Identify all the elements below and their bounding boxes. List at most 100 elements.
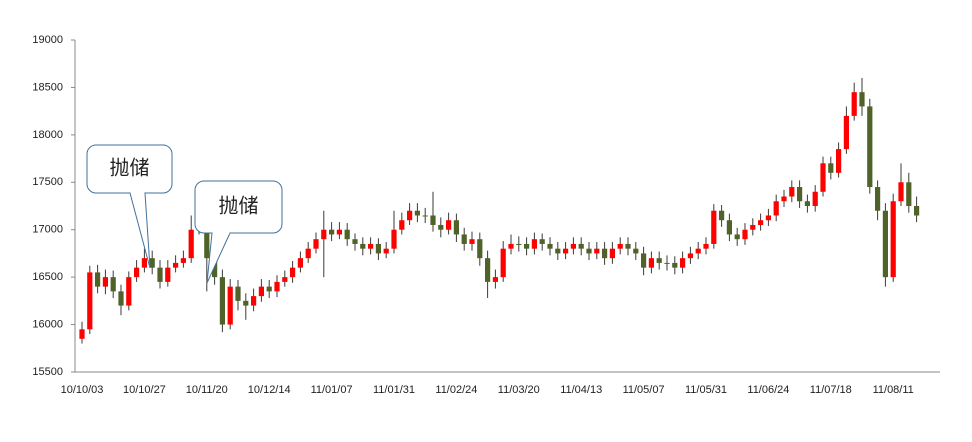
candle-body	[804, 201, 810, 206]
y-tick-label: 18000	[32, 129, 63, 141]
candle-body	[95, 272, 101, 287]
callout-text: 抛储	[110, 156, 150, 180]
x-tick-label: 10/12/14	[248, 384, 291, 396]
candle-body	[859, 92, 865, 107]
x-tick-label: 10/10/27	[123, 384, 166, 396]
candle-body	[719, 210, 725, 221]
candle-body	[422, 215, 428, 217]
x-tick-label: 11/04/13	[560, 384, 602, 396]
candle-body	[180, 258, 186, 263]
candle-body	[890, 201, 896, 278]
candle-body	[711, 210, 717, 244]
candle-body	[344, 229, 350, 240]
candle-body	[633, 248, 639, 254]
candle-body	[430, 215, 436, 225]
candle-body	[290, 267, 296, 278]
candle-body	[617, 243, 623, 249]
x-tick-label: 11/03/20	[498, 384, 540, 396]
candle-body	[134, 267, 140, 278]
candle-body	[680, 258, 686, 268]
y-tick-label: 19000	[32, 34, 63, 46]
candle-body	[360, 243, 366, 249]
candle-body	[79, 329, 85, 339]
candle-body	[578, 243, 584, 249]
candle-body	[157, 267, 163, 282]
callout-tail	[206, 232, 231, 284]
candle-body	[664, 262, 670, 264]
candle-body	[118, 291, 124, 306]
candle-body	[609, 248, 615, 259]
candle-body	[914, 206, 920, 216]
candle-body	[313, 239, 319, 249]
candle-body	[500, 248, 506, 278]
candle-body	[641, 253, 647, 268]
callout-box	[194, 180, 283, 234]
candle-body	[336, 229, 342, 235]
candle-body	[867, 106, 873, 188]
candle-body	[742, 229, 748, 240]
candle-body	[446, 220, 452, 230]
candle-body	[297, 258, 303, 268]
candle-body	[87, 272, 93, 330]
candle-body	[461, 234, 467, 244]
candle-body	[274, 281, 280, 292]
candle-body	[906, 182, 912, 206]
x-tick-label: 11/06/24	[747, 384, 789, 396]
candle-body	[797, 187, 803, 202]
candle-body	[219, 277, 225, 325]
candle-body	[368, 243, 374, 249]
candle-body	[703, 243, 709, 249]
candle-body	[266, 286, 272, 292]
candle-body	[586, 248, 592, 254]
candle-body	[251, 296, 257, 306]
candle-body	[773, 201, 779, 216]
candle-body	[329, 229, 335, 235]
candle-body	[625, 243, 631, 249]
candle-body	[204, 220, 210, 259]
candle-body	[898, 182, 904, 202]
callout-tail	[129, 192, 151, 269]
candle-body	[469, 239, 475, 244]
candle-body	[110, 277, 116, 292]
candle-body	[141, 258, 147, 268]
candle-body	[695, 248, 701, 254]
candle-body	[820, 163, 826, 192]
candle-body	[321, 229, 327, 240]
candle-body	[594, 248, 600, 254]
candle-body	[531, 239, 537, 249]
candle-body	[602, 248, 608, 259]
x-tick-label: 11/08/11	[873, 384, 914, 396]
candle-body	[843, 115, 849, 150]
candle-body	[407, 210, 413, 221]
x-tick-label: 10/10/03	[61, 384, 104, 396]
candle-body	[258, 286, 264, 297]
candle-body	[102, 277, 108, 287]
candle-body	[492, 277, 498, 282]
y-tick-label: 17000	[32, 224, 63, 236]
x-tick-label: 11/05/31	[685, 384, 727, 396]
candle-body	[508, 243, 514, 249]
candle-body	[672, 262, 678, 268]
candle-body	[563, 248, 569, 254]
candle-body	[383, 248, 389, 254]
candle-body	[305, 248, 311, 259]
candle-body	[399, 220, 405, 230]
candle-body	[227, 286, 233, 325]
x-tick-label: 10/11/20	[186, 384, 228, 396]
candle-body	[453, 220, 459, 235]
candle-body	[789, 187, 795, 197]
y-tick-label: 16000	[32, 318, 63, 330]
candle-body	[734, 234, 740, 240]
callout-box	[86, 144, 173, 194]
x-tick-label: 11/07/18	[810, 384, 852, 396]
candle-body	[165, 267, 171, 282]
candle-body	[828, 163, 834, 173]
candle-body	[391, 229, 397, 249]
candle-body	[758, 220, 764, 225]
candle-body	[547, 243, 553, 249]
candle-body	[485, 258, 491, 282]
candle-body	[750, 224, 756, 230]
candle-body	[352, 239, 358, 244]
candle-body	[524, 243, 530, 249]
